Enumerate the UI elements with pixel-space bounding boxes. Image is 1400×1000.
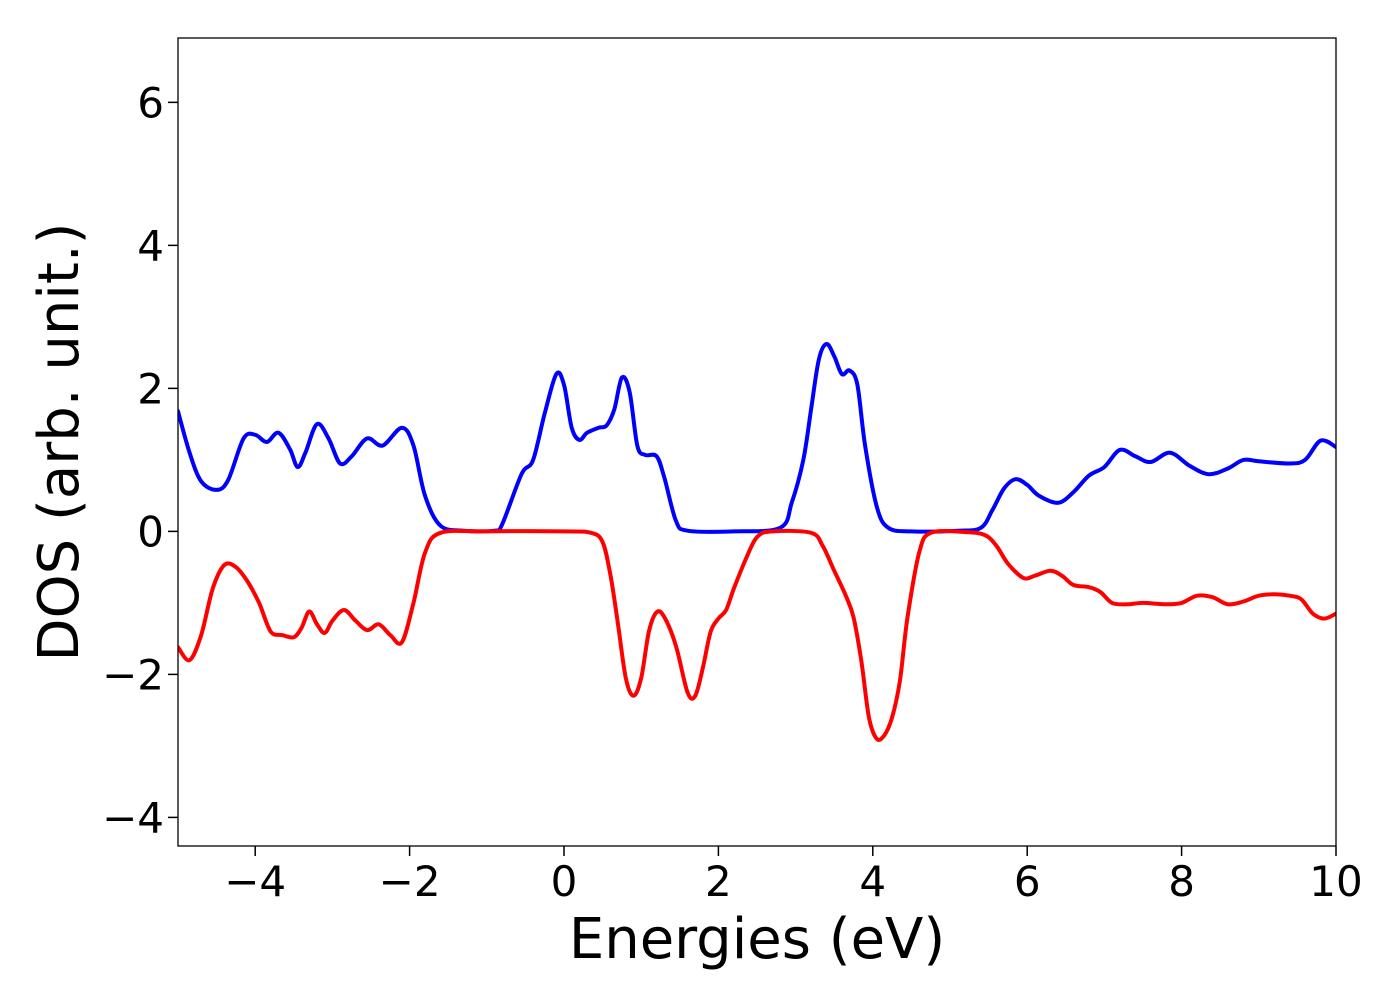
x-tick-label: −2 [379, 857, 441, 906]
plot-area [178, 342, 1336, 742]
y-tick-label: 0 [137, 507, 164, 556]
x-tick-label: 6 [1014, 857, 1041, 906]
y-tick-label: −4 [102, 793, 164, 842]
y-tick-label: 4 [137, 221, 164, 270]
dos-series-line-1 [178, 342, 1336, 534]
y-tick-label: 2 [137, 364, 164, 413]
x-tick-label: 2 [705, 857, 732, 906]
y-tick-label: −2 [102, 650, 164, 699]
y-tick-label: 6 [137, 78, 164, 127]
x-tick-label: 4 [859, 857, 886, 906]
y-axis-label: DOS (arb. unit.) [27, 222, 92, 661]
y-axis: −4 −2 0 2 4 6 [102, 78, 178, 842]
x-tick-label: −4 [224, 857, 286, 906]
x-tick-label: 10 [1309, 857, 1362, 906]
x-tick-label: 8 [1168, 857, 1195, 906]
dos-series-line-2 [178, 528, 1336, 742]
x-tick-label: 0 [551, 857, 578, 906]
x-axis-label: Energies (eV) [569, 907, 945, 972]
plot-frame [177, 37, 1337, 847]
x-axis: −4 −2 0 2 4 6 8 10 [224, 846, 1363, 906]
